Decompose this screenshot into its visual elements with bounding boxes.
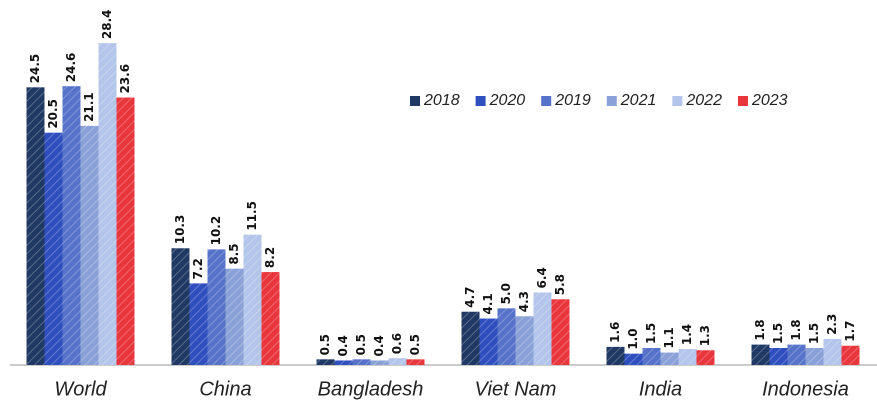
value-label: 28.4 xyxy=(100,10,114,40)
bar-hatch xyxy=(189,283,208,365)
bar-hatch xyxy=(243,234,262,365)
bar-hatch xyxy=(261,272,280,365)
value-label: 4.3 xyxy=(517,291,531,312)
value-label: 5.8 xyxy=(553,274,567,295)
bar-hatch xyxy=(642,348,661,365)
bar-hatch xyxy=(316,359,335,365)
value-label: 8.2 xyxy=(263,247,277,268)
bar-hatch xyxy=(44,132,63,365)
bar-hatch xyxy=(624,353,643,365)
value-label: 11.5 xyxy=(245,201,259,231)
bar-hatch xyxy=(171,248,190,365)
value-label: 10.3 xyxy=(173,215,187,245)
value-label: 24.6 xyxy=(64,53,78,83)
bar-hatch xyxy=(696,350,715,365)
x-tick-label: Bangladesh xyxy=(318,378,424,400)
legend-swatch xyxy=(737,96,748,106)
bar-hatch xyxy=(334,360,353,365)
x-tick-label: World xyxy=(54,378,107,400)
bar-hatch xyxy=(388,358,407,365)
bar-hatch xyxy=(98,43,117,366)
value-label: 0.5 xyxy=(318,334,332,355)
value-label: 1.5 xyxy=(771,323,785,344)
legend-swatch xyxy=(541,96,552,106)
x-tick-label: Viet Nam xyxy=(475,378,557,400)
value-label: 1.7 xyxy=(843,320,857,341)
bar-hatch xyxy=(406,359,425,365)
value-label: 21.1 xyxy=(82,92,96,122)
value-label: 0.5 xyxy=(354,334,368,355)
bar-hatch xyxy=(551,299,570,365)
value-label: 1.0 xyxy=(626,328,640,349)
legend-swatch xyxy=(410,96,420,106)
value-label: 1.5 xyxy=(644,323,658,344)
legend-label: 2020 xyxy=(489,92,526,109)
value-label: 0.6 xyxy=(390,333,404,354)
value-label: 20.5 xyxy=(46,99,60,129)
legend-label: 2019 xyxy=(554,92,591,109)
bar-hatch xyxy=(497,308,516,365)
bar-hatch xyxy=(515,316,534,365)
bar-hatch xyxy=(370,360,389,365)
value-label: 24.5 xyxy=(28,54,42,84)
bar-hatch xyxy=(841,345,860,365)
value-label: 23.6 xyxy=(118,64,132,94)
legend-swatch xyxy=(606,96,617,106)
value-label: 4.7 xyxy=(463,286,477,307)
bar-hatch xyxy=(352,359,371,365)
bar-hatch xyxy=(80,125,99,365)
bar-hatch xyxy=(606,346,625,365)
bar-hatch xyxy=(678,349,697,365)
value-label: 1.1 xyxy=(662,327,676,348)
bar-hatch xyxy=(769,348,788,365)
value-label: 0.4 xyxy=(372,335,386,356)
value-label: 8.5 xyxy=(227,243,241,264)
value-label: 1.8 xyxy=(789,319,803,340)
bar-hatch xyxy=(62,86,81,365)
bar-hatch xyxy=(751,344,770,365)
bar-hatch xyxy=(823,338,842,365)
value-label: 1.4 xyxy=(680,324,694,345)
value-label: 7.2 xyxy=(191,258,205,279)
value-label: 10.2 xyxy=(209,216,223,246)
x-tick-label: China xyxy=(199,378,251,400)
value-label: 2.3 xyxy=(825,314,839,335)
value-label: 5.0 xyxy=(499,283,513,304)
bar-hatch xyxy=(225,268,244,365)
bar-hatch xyxy=(533,292,552,365)
bar-hatch xyxy=(805,348,824,365)
bar-hatch xyxy=(479,318,498,365)
bar-hatch xyxy=(787,344,806,365)
legend-label: 2021 xyxy=(620,92,657,109)
value-label: 0.4 xyxy=(336,335,350,356)
legend-label: 2018 xyxy=(423,92,460,109)
x-tick-label: Indonesia xyxy=(762,378,849,400)
legend-label: 2023 xyxy=(751,92,788,109)
bar-hatch xyxy=(26,87,45,365)
value-label: 1.8 xyxy=(753,319,767,340)
value-label: 4.1 xyxy=(481,293,495,314)
legend-swatch xyxy=(672,96,683,106)
x-tick-label: India xyxy=(639,378,682,400)
bar-hatch xyxy=(660,352,679,365)
value-label: 6.4 xyxy=(535,267,549,288)
value-label: 1.3 xyxy=(698,325,712,346)
value-label: 1.5 xyxy=(807,323,821,344)
bar-hatch xyxy=(207,249,226,365)
value-label: 0.5 xyxy=(408,334,422,355)
bar-hatch xyxy=(461,311,480,365)
value-label: 1.6 xyxy=(608,322,622,343)
legend-swatch xyxy=(475,96,486,106)
bar-hatch xyxy=(116,97,135,366)
legend-label: 2022 xyxy=(685,92,722,109)
